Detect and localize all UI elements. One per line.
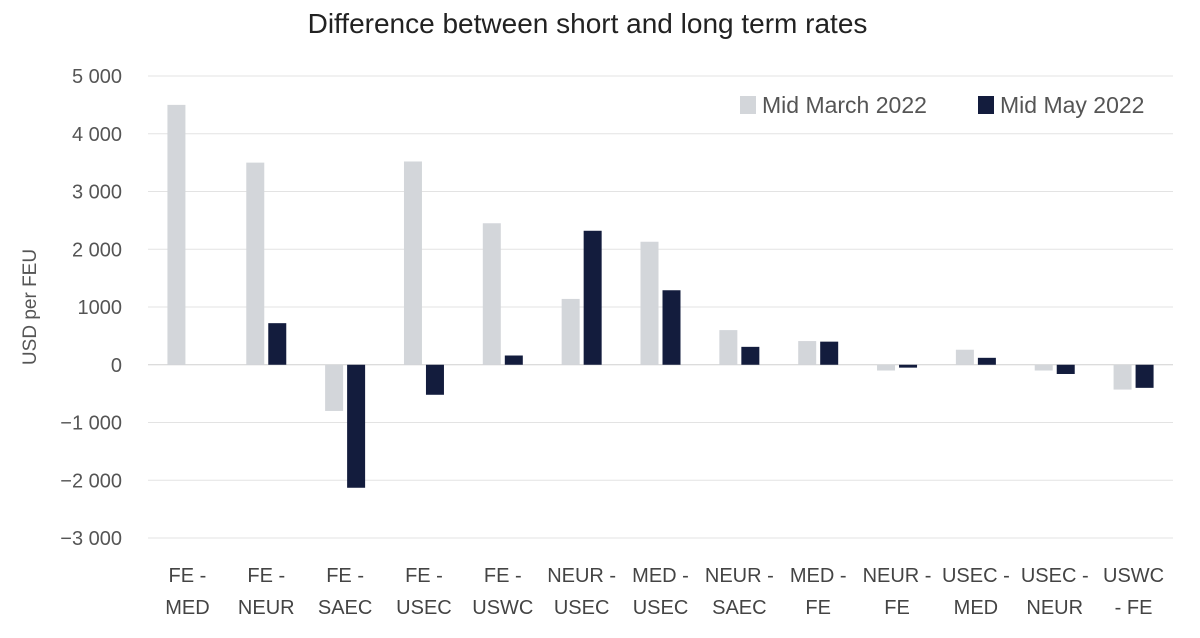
y-tick-label: 5 000 <box>72 66 122 88</box>
x-tick-label: FE - <box>169 565 207 587</box>
x-tick-label: USWC <box>472 597 533 619</box>
bar-mid-may-2022 <box>820 341 839 365</box>
bar-mid-may-2022 <box>899 364 918 368</box>
x-tick-label: FE - <box>484 565 522 587</box>
x-tick-label: SAEC <box>712 597 766 619</box>
x-tick-label: FE - <box>247 565 285 587</box>
bar-mid-may-2022 <box>977 357 996 365</box>
x-tick-label: USWC <box>1103 565 1164 587</box>
x-tick-label: FE <box>884 597 910 619</box>
legend-label: Mid May 2022 <box>1000 92 1144 118</box>
bar-mid-march-2022 <box>482 223 501 365</box>
legend-swatch <box>978 96 994 114</box>
bar-mid-may-2022 <box>268 323 287 365</box>
bar-mid-may-2022 <box>662 290 681 365</box>
x-tick-label: USEC - <box>1021 565 1089 587</box>
bar-mid-march-2022 <box>955 349 974 365</box>
y-tick-label: 3 000 <box>72 182 122 204</box>
y-axis-label: USD per FEU <box>20 249 41 365</box>
x-tick-label: - FE <box>1115 597 1153 619</box>
x-tick-label: MED <box>165 597 209 619</box>
x-tick-label: MED - <box>632 565 689 587</box>
bar-mid-may-2022 <box>347 364 366 488</box>
x-tick-label: FE - <box>326 565 364 587</box>
legend-label: Mid March 2022 <box>762 92 927 118</box>
x-tick-label: NEUR - <box>863 565 932 587</box>
bar-mid-may-2022 <box>1056 364 1075 374</box>
bar-mid-march-2022 <box>1113 364 1132 390</box>
x-tick-label: NEUR <box>1026 597 1083 619</box>
x-tick-label: NEUR <box>238 597 295 619</box>
bar-mid-may-2022 <box>425 364 444 395</box>
y-tick-label: −2 000 <box>60 470 122 492</box>
bar-mid-march-2022 <box>561 298 580 365</box>
chart-title: Difference between short and long term r… <box>307 8 868 39</box>
y-tick-label: −3 000 <box>60 528 122 550</box>
x-tick-label: USEC <box>396 597 452 619</box>
x-tick-label: NEUR - <box>547 565 616 587</box>
bar-mid-march-2022 <box>640 241 659 365</box>
x-tick-label: USEC <box>633 597 689 619</box>
x-tick-label: MED - <box>790 565 847 587</box>
x-tick-label: MED <box>954 597 998 619</box>
x-tick-label: USEC <box>554 597 610 619</box>
y-tick-label: 1000 <box>78 297 123 319</box>
bar-mid-march-2022 <box>325 364 344 411</box>
bar-mid-march-2022 <box>798 341 817 365</box>
bar-mid-may-2022 <box>504 355 523 365</box>
y-tick-label: −1 000 <box>60 413 122 435</box>
x-tick-label: USEC - <box>942 565 1010 587</box>
legend-swatch <box>740 96 756 114</box>
x-tick-label: FE - <box>405 565 443 587</box>
bar-mid-may-2022 <box>583 230 602 365</box>
bar-mid-march-2022 <box>403 161 422 365</box>
x-tick-label: NEUR - <box>705 565 774 587</box>
x-tick-label: SAEC <box>318 597 372 619</box>
bar-mid-march-2022 <box>1034 364 1053 371</box>
bar-mid-march-2022 <box>246 162 265 365</box>
bar-mid-may-2022 <box>1135 364 1154 388</box>
bar-mid-march-2022 <box>877 364 896 371</box>
x-tick-label: FE <box>805 597 831 619</box>
bar-mid-march-2022 <box>719 330 738 365</box>
y-tick-label: 2 000 <box>72 239 122 261</box>
y-tick-label: 0 <box>111 355 122 377</box>
bar-mid-march-2022 <box>167 104 186 365</box>
bar-mid-may-2022 <box>741 346 760 365</box>
y-tick-label: 4 000 <box>72 124 122 146</box>
